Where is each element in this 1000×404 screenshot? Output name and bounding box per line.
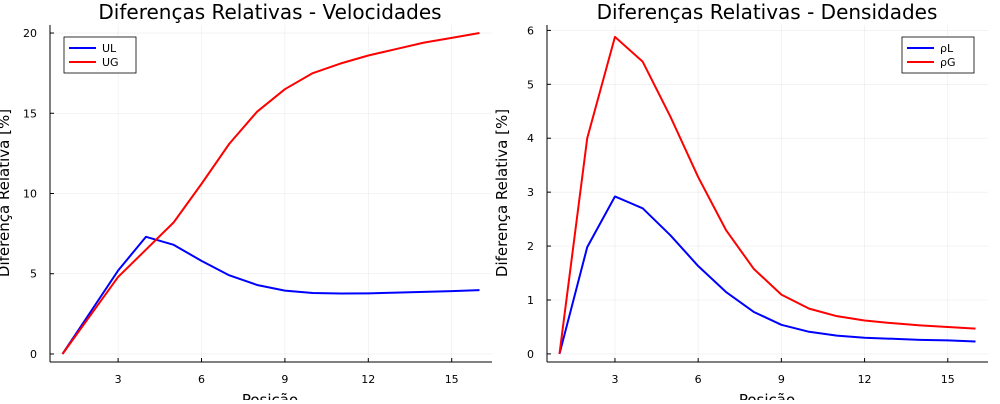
y-tick-label: 20 bbox=[23, 27, 37, 40]
y-tick-label: 3 bbox=[527, 186, 534, 199]
y-tick-label: 1 bbox=[527, 294, 534, 307]
y-tick-label: 2 bbox=[527, 240, 534, 253]
x-tick-label: 9 bbox=[778, 373, 785, 386]
x-tick-label: 3 bbox=[611, 373, 618, 386]
x-tick-label: 12 bbox=[858, 373, 872, 386]
series-line-ρG bbox=[558, 35, 976, 355]
x-tick-label: 6 bbox=[198, 373, 205, 386]
chart-title: Diferenças Relativas - Densidades bbox=[597, 0, 938, 24]
legend-label: ρG bbox=[940, 56, 956, 69]
x-tick-label: 15 bbox=[941, 373, 955, 386]
legend-label: ρL bbox=[940, 42, 954, 55]
y-tick-label: 10 bbox=[23, 188, 37, 201]
x-tick-label: 3 bbox=[115, 373, 122, 386]
legend-box bbox=[901, 36, 975, 74]
legend-box bbox=[63, 36, 137, 74]
series-line-UG bbox=[61, 32, 480, 355]
y-axis-label: Diferença Relativa [%] bbox=[493, 109, 511, 277]
y-tick-label: 0 bbox=[30, 348, 37, 361]
densities-panel: Diferenças Relativas - Densidades Posiçã… bbox=[493, 0, 988, 404]
y-tick-label: 5 bbox=[527, 78, 534, 91]
legend-label: UL bbox=[102, 42, 117, 55]
y-tick-label: 4 bbox=[527, 132, 534, 145]
y-tick-label: 6 bbox=[527, 24, 534, 37]
x-tick-label: 9 bbox=[281, 373, 288, 386]
x-tick-label: 12 bbox=[361, 373, 375, 386]
x-tick-label: 6 bbox=[695, 373, 702, 386]
series-line-ρL bbox=[558, 195, 976, 355]
y-tick-label: 15 bbox=[23, 107, 37, 120]
x-axis-label: Posição bbox=[242, 391, 298, 400]
x-axis-label: Posição bbox=[739, 391, 795, 400]
legend-label: UG bbox=[102, 56, 119, 69]
velocities-panel: Diferenças Relativas - Velocidades Posiç… bbox=[0, 0, 492, 404]
chart-title: Diferenças Relativas - Velocidades bbox=[98, 0, 441, 24]
y-tick-label: 0 bbox=[527, 348, 534, 361]
series-line-UL bbox=[61, 235, 480, 355]
y-axis-label: Diferença Relativa [%] bbox=[0, 109, 13, 277]
y-tick-label: 5 bbox=[30, 268, 37, 281]
x-tick-label: 15 bbox=[445, 373, 459, 386]
